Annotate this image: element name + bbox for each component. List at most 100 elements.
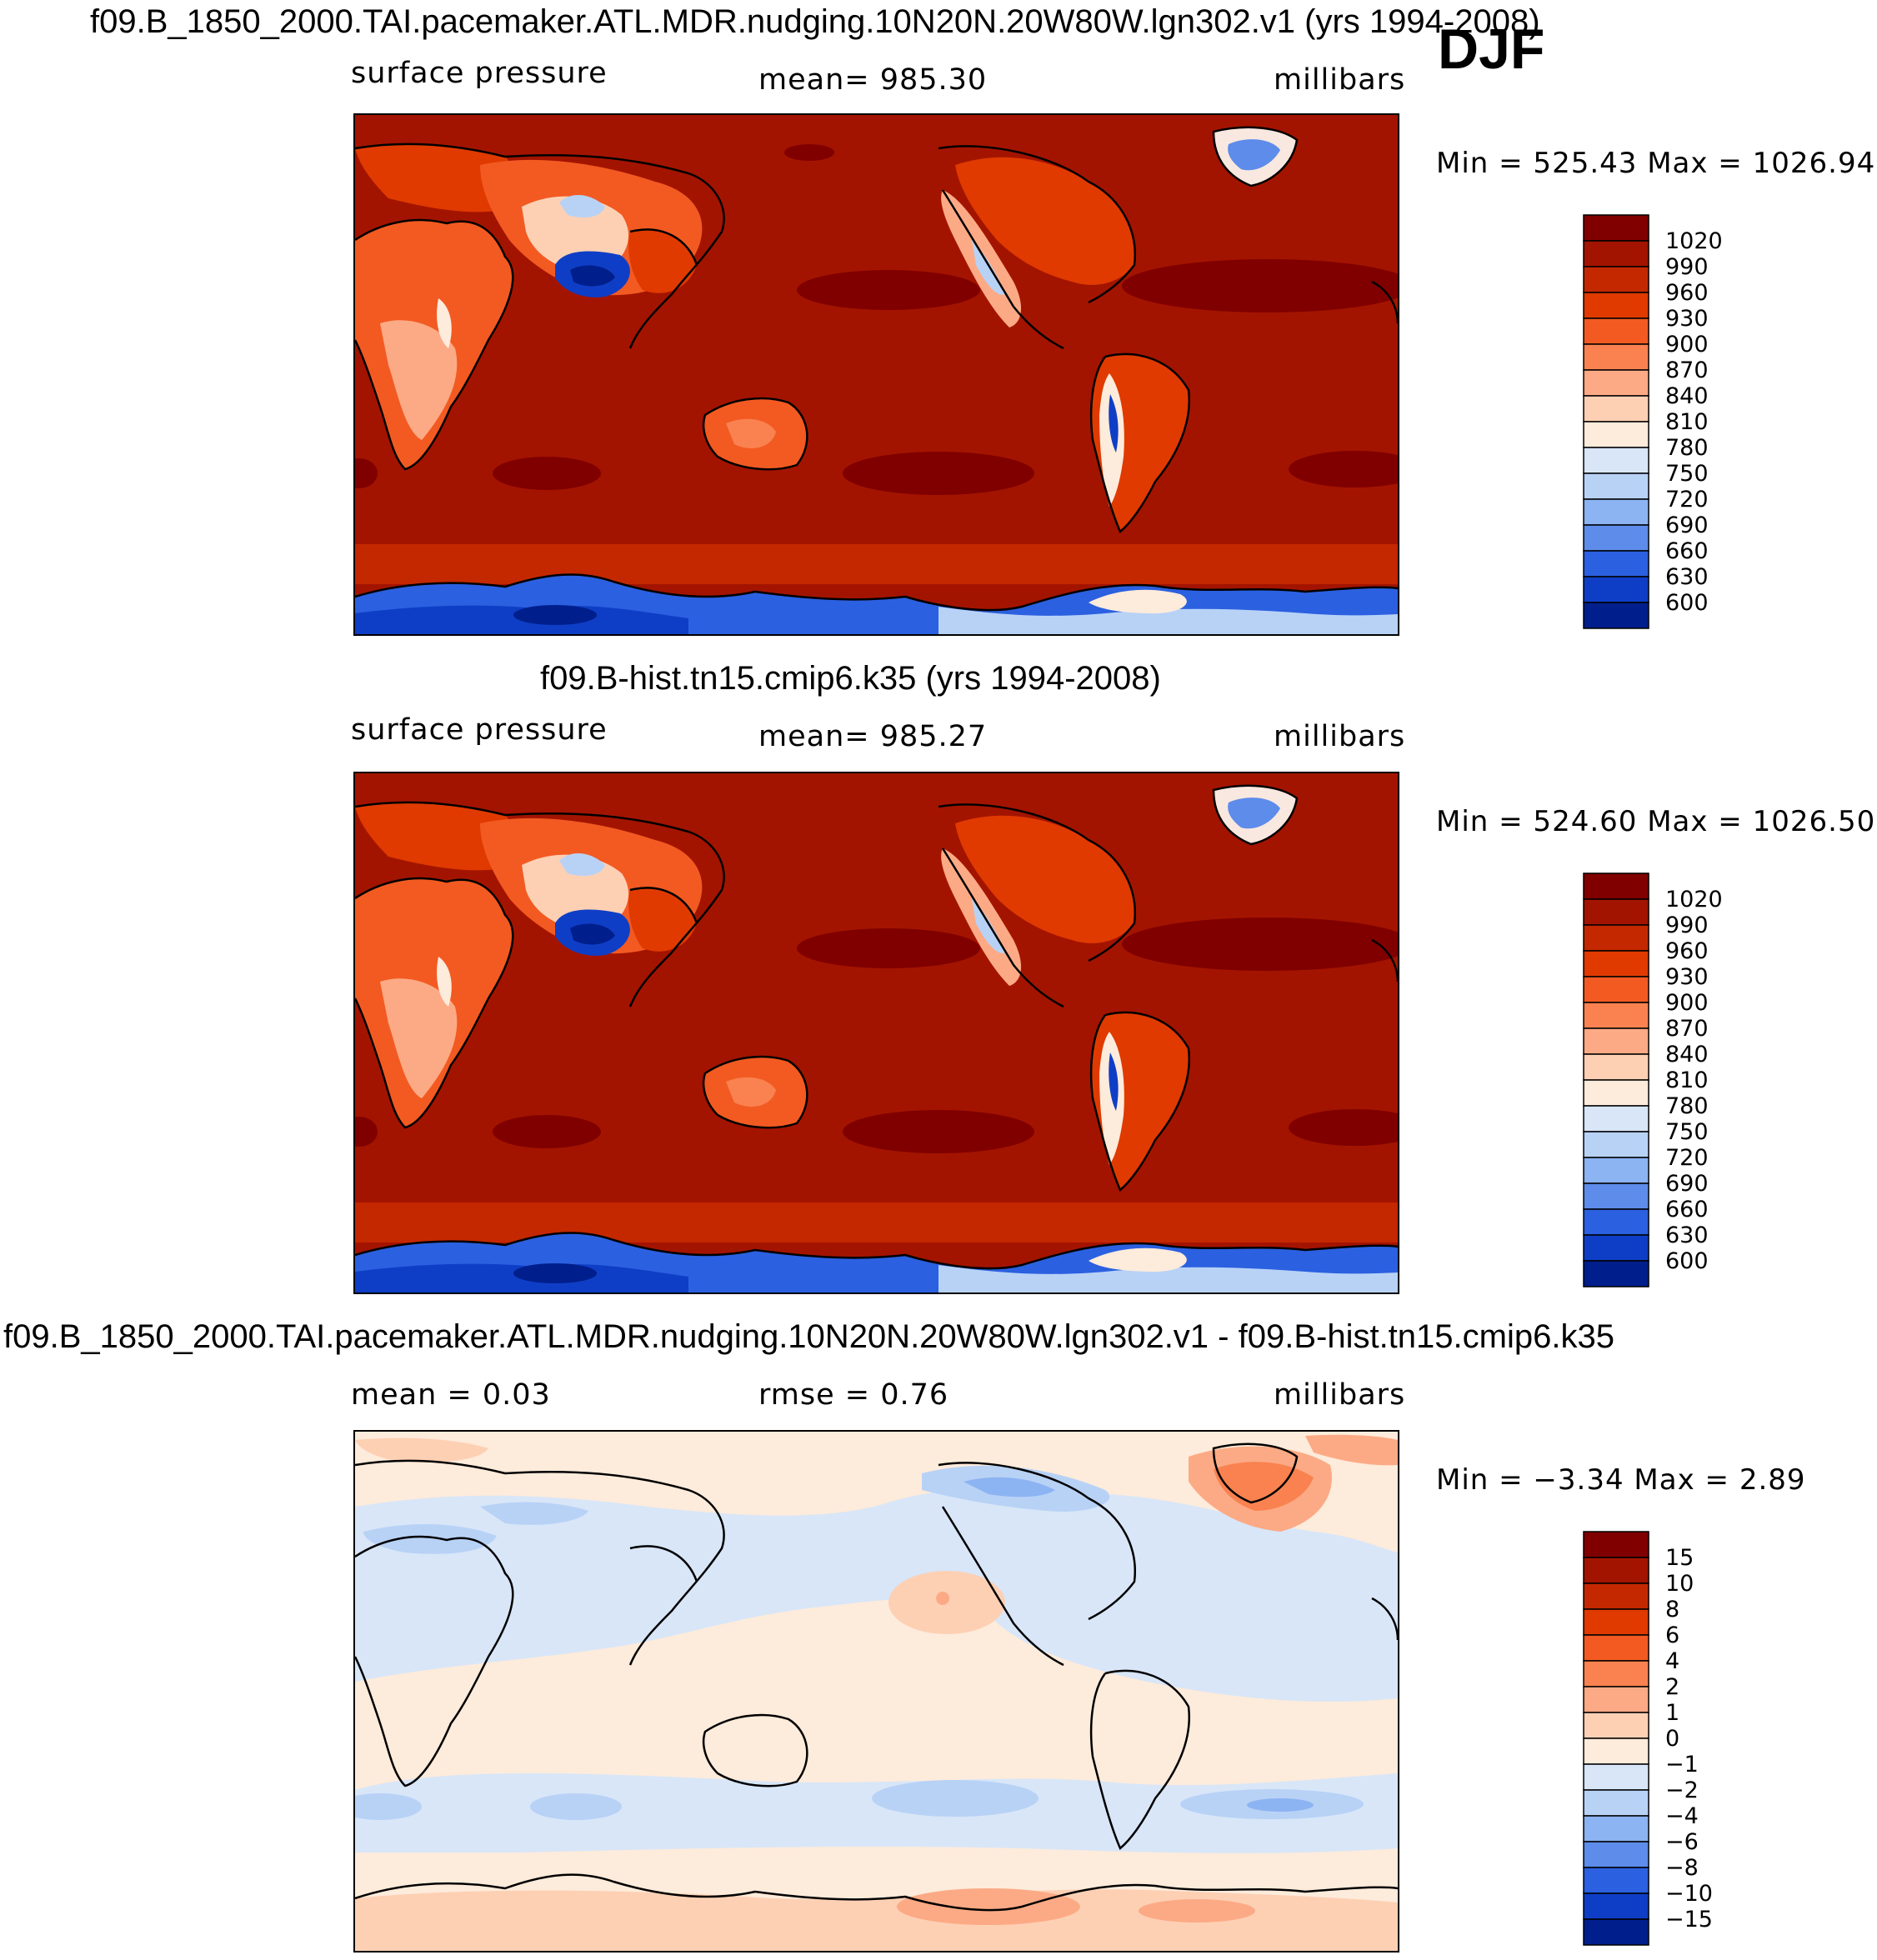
colorbar-tick-label: 870 bbox=[1665, 358, 1709, 383]
colorbar-tick-label: 6 bbox=[1665, 1622, 1679, 1648]
colorbar-swatch bbox=[1583, 369, 1649, 397]
colorbar-swatch bbox=[1583, 1131, 1649, 1158]
colorbar-tick-label: −4 bbox=[1665, 1803, 1699, 1829]
panel-2-colorbar: 1020 990 960 930 900 870 840 810 780 750 720 690 660… bbox=[1583, 872, 1723, 1294]
panel-1-title: f09.B_1850_2000.TAI.pacemaker.ATL.MDR.nu… bbox=[90, 3, 1540, 40]
colorbar-swatch bbox=[1583, 550, 1649, 578]
colorbar-tick-label: −15 bbox=[1665, 1907, 1713, 1932]
greenland-ice-sheet bbox=[1228, 139, 1280, 171]
colorbar-tick-label: 900 bbox=[1665, 990, 1709, 1016]
panel-1-minmax: Min = 525.43 Max = 1026.94 bbox=[1436, 147, 1876, 180]
colorbar-swatch bbox=[1583, 1182, 1649, 1210]
colorbar-tick-label: 4 bbox=[1665, 1648, 1679, 1674]
colorbar-swatch bbox=[1583, 1686, 1649, 1713]
panel-1-variable-label: surface pressure bbox=[351, 57, 608, 90]
colorbar-swatch bbox=[1583, 1867, 1649, 1894]
strong-positive-anomaly bbox=[897, 1888, 1080, 1925]
colorbar-tick-label: 630 bbox=[1665, 564, 1709, 590]
colorbar-tick-label: 990 bbox=[1665, 912, 1709, 938]
colorbar-swatch bbox=[1583, 343, 1649, 371]
high-pressure-cell bbox=[784, 144, 834, 161]
colorbar-tick-label: 630 bbox=[1665, 1222, 1709, 1248]
colorbar-tick-label: 690 bbox=[1665, 1171, 1709, 1197]
southern-low-band bbox=[355, 544, 1398, 584]
colorbar-swatch bbox=[1583, 472, 1649, 500]
colorbar-tick-label: 660 bbox=[1665, 1197, 1709, 1222]
colorbar-tick-label: 10 bbox=[1665, 1571, 1694, 1597]
negative-anomaly-belt bbox=[355, 1488, 1398, 1702]
colorbar-tick-label: 840 bbox=[1665, 1042, 1709, 1068]
negative-anomaly bbox=[872, 1780, 1039, 1817]
colorbar-swatch bbox=[1583, 1234, 1649, 1262]
colorbar-swatch bbox=[1583, 395, 1649, 422]
peninsula-pressure bbox=[1089, 1248, 1187, 1272]
colorbar-tick-label: 660 bbox=[1665, 538, 1709, 564]
southern-low-band bbox=[355, 1202, 1398, 1242]
panel-3-map-svg bbox=[355, 1432, 1398, 1951]
africa-highlands bbox=[380, 978, 458, 1098]
australia-interior bbox=[726, 1077, 776, 1107]
strong-positive-anomaly bbox=[936, 1592, 949, 1605]
panel-2-mean-label: mean= 985.27 bbox=[758, 720, 988, 753]
high-pressure-cell bbox=[1122, 918, 1398, 971]
andes-high bbox=[1109, 1052, 1119, 1111]
negative-anomaly bbox=[480, 1502, 588, 1525]
colorbar-swatch bbox=[1583, 1079, 1649, 1107]
high-pressure-cell bbox=[1122, 259, 1398, 312]
high-pressure-cell bbox=[355, 1117, 378, 1147]
colorbar-tick-label: 750 bbox=[1665, 1119, 1709, 1145]
colorbar-tick-label: −10 bbox=[1665, 1881, 1713, 1907]
colorbar-tick-label: 2 bbox=[1665, 1674, 1679, 1700]
panel-3-minmax: Min = −3.34 Max = 2.89 bbox=[1436, 1463, 1806, 1497]
antarctica-east bbox=[938, 1265, 1398, 1292]
colorbar-swatch bbox=[1583, 1892, 1649, 1920]
china-pressure bbox=[628, 229, 697, 293]
plateau-margin bbox=[559, 194, 605, 218]
colorbar-swatch bbox=[1583, 924, 1649, 952]
colorbar-swatch bbox=[1583, 950, 1649, 978]
panel-1-units-label: millibars bbox=[1274, 63, 1406, 97]
africa-highlands bbox=[380, 320, 458, 440]
colorbar-swatch bbox=[1583, 498, 1649, 526]
panel-2-title: f09.B-hist.tn15.cmip6.k35 (yrs 1994-2008… bbox=[540, 660, 1161, 697]
colorbar-swatch bbox=[1583, 602, 1649, 629]
panel-3-colorbar: 15 10 8 6 4 2 1 0 −1 −2 −4 −6 −8 −10 −15 bbox=[1583, 1531, 1713, 1952]
southern-negative-belt bbox=[355, 1773, 1398, 1853]
panel-3-mean-label: mean = 0.03 bbox=[351, 1378, 551, 1412]
colorbar-tick-label: 750 bbox=[1665, 461, 1709, 487]
colorbar-swatch bbox=[1583, 421, 1649, 448]
greenland-ice-sheet bbox=[1228, 798, 1280, 829]
colorbar-tick-label: −2 bbox=[1665, 1778, 1699, 1803]
colorbar-tick-label: 600 bbox=[1665, 590, 1709, 616]
panel-1-map bbox=[353, 113, 1399, 636]
colorbar-tick-label: −6 bbox=[1665, 1829, 1699, 1855]
strong-positive-anomaly bbox=[1139, 1899, 1255, 1922]
china-pressure bbox=[628, 888, 697, 952]
colorbar-swatch bbox=[1583, 292, 1649, 319]
europe-pressure bbox=[355, 143, 514, 212]
panel-2-map-svg bbox=[355, 773, 1398, 1292]
plateau-margin bbox=[559, 852, 605, 876]
colorbar-swatch bbox=[1583, 1918, 1649, 1946]
colorbar-swatch bbox=[1583, 1815, 1649, 1842]
ethiopian-highlands bbox=[437, 298, 452, 348]
antarctica-deepest bbox=[513, 605, 597, 625]
colorbar-tick-label: 870 bbox=[1665, 1016, 1709, 1042]
panel-1-colorbar: 1020 990 960 930 900 870 840 810 780 750 720 690 660… bbox=[1583, 214, 1723, 636]
colorbar-swatch bbox=[1583, 1157, 1649, 1184]
colorbar-tick-label: 1020 bbox=[1665, 228, 1723, 254]
high-pressure-cell bbox=[797, 928, 980, 968]
colorbar-swatch bbox=[1583, 214, 1649, 242]
colorbar-swatch bbox=[1583, 898, 1649, 926]
colorbar-swatch bbox=[1583, 1028, 1649, 1055]
colorbar-tick-label: 15 bbox=[1665, 1545, 1694, 1571]
colorbar-tick-label: 720 bbox=[1665, 487, 1709, 512]
colorbar-swatch bbox=[1583, 266, 1649, 293]
coastlines bbox=[355, 784, 1398, 1270]
colorbar-tick-label: 690 bbox=[1665, 512, 1709, 538]
colorbar-swatch bbox=[1583, 872, 1649, 900]
panel-2-minmax: Min = 524.60 Max = 1026.50 bbox=[1436, 805, 1876, 838]
high-pressure-cell bbox=[1289, 451, 1398, 488]
strong-negative-anomaly bbox=[964, 1477, 1055, 1498]
north-america-pressure bbox=[955, 157, 1135, 285]
